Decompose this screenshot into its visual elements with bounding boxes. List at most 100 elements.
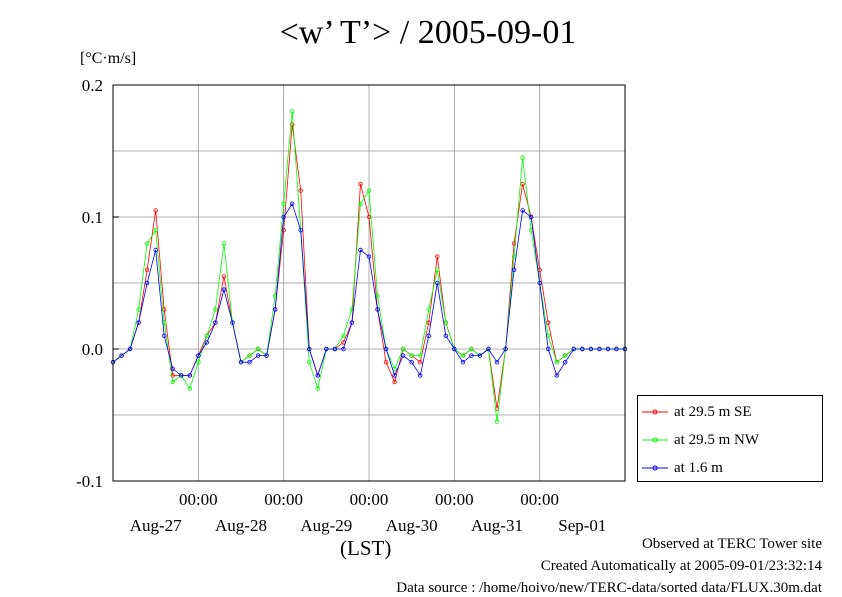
x-date-tick-label: Aug-28 [215,516,267,535]
data-point-series-1 [409,353,414,358]
data-point-series-1 [161,320,167,325]
data-point-series-2 [452,346,457,352]
x-time-tick-label: 00:00 [520,490,559,509]
x-tick-labels: 00:00 00:00 00:00 00:00 00:00 Aug-27 Aug-28 Aug… [130,490,607,535]
x-date-tick-label: Sep-01 [558,516,606,535]
y-tick-label: 0.0 [82,340,103,359]
x-time-tick-label: 00:00 [264,490,303,509]
data-point-series-2 [383,346,389,352]
data-point-series-2 [230,320,235,325]
y-axis-unit-label: [°C·m/s] [80,50,137,67]
data-point-series-2 [161,333,167,338]
y-tick-label: 0.2 [82,76,103,95]
data-point-series-1 [281,201,286,206]
data-point-series-1 [315,386,320,391]
plot-frame [112,84,626,482]
data-point-series-2 [418,373,423,378]
data-point-series-1 [435,267,440,272]
data-point-series-0 [153,208,158,213]
legend-swatch-1-6m [642,462,668,474]
data-point-series-2 [272,307,278,312]
legend-item-nw: at 29.5 m NW [642,430,759,450]
data-point-series-1 [247,353,252,358]
x-time-tick-label: 00:00 [179,490,218,509]
data-point-series-2 [119,353,124,358]
legend-label-1-6m: at 1.6 m [674,459,723,476]
data-point-series-2 [520,208,525,213]
data-point-series-1 [290,109,295,114]
data-point-series-2 [196,353,201,358]
legend-swatch-se [642,406,668,418]
legend-item-se: at 29.5 m SE [642,402,752,422]
data-point-series-2 [221,287,227,292]
footer-source: Data source : /home/hoivo/new/TERC-data/… [396,580,822,596]
legend-label-nw: at 29.5 m NW [674,431,759,448]
data-point-series-0 [435,254,440,259]
x-time-tick-label: 00:00 [350,490,389,509]
data-point-series-1 [255,346,261,352]
legend: at 29.5 m SE at 29.5 m NW at 1.6 m [637,395,823,482]
data-point-series-2 [503,346,508,352]
data-point-series-0 [298,188,303,193]
data-point-series-2 [588,346,594,352]
footer-observed: Observed at TERC Tower site [641,536,822,552]
data-point-series-2 [358,247,363,253]
data-point-series-1 [307,360,312,365]
data-point-series-2 [614,346,619,352]
data-point-series-2 [460,360,466,365]
data-point-series-1 [426,307,431,312]
data-point-series-2 [435,280,440,286]
data-point-series-2 [469,353,474,358]
data-point-series-2 [204,340,210,345]
data-point-series-1 [520,155,525,160]
data-point-series-0 [170,373,175,378]
data-point-series-2 [238,360,244,365]
data-point-series-1 [187,386,192,391]
data-point-series-1 [341,333,346,338]
data-point-series-2 [605,346,611,352]
data-point-series-1 [221,241,227,246]
data-point-series-2 [290,201,295,206]
x-date-tick-label: Aug-31 [471,516,523,535]
x-date-tick-label: Aug-29 [300,516,352,535]
data-point-series-2 [409,360,414,365]
data-point-series-1 [136,307,141,312]
data-point-series-2 [528,214,534,220]
data-point-series-2 [375,307,380,312]
data-point-series-2 [511,267,517,272]
data-point-series-1 [460,353,466,358]
data-point-series-2 [264,353,269,358]
data-point-series-2 [563,360,568,365]
legend-swatch-nw [642,434,668,446]
chart-title: <w’ T’> / 2005-09-01 [279,14,577,51]
data-point-series-2 [281,214,286,220]
data-point-series-1 [170,379,175,385]
data-point-series-0 [290,122,295,127]
data-point-series-2 [213,320,218,325]
data-point-series-2 [179,373,184,378]
data-point-series-2 [136,320,141,325]
data-point-series-2 [349,320,355,325]
data-point-series-2 [477,353,483,358]
data-point-series-1 [469,346,474,352]
y-tick-label: -0.1 [76,472,103,491]
data-point-series-0 [358,181,363,187]
data-point-series-0 [520,181,525,187]
data-point-series-2 [537,280,542,286]
data-point-series-0 [392,379,397,385]
data-point-series-0 [221,274,227,279]
data-point-series-1 [418,353,423,358]
footer-created: Created Automatically at 2005-09-01/23:3… [540,558,822,574]
data-point-series-0 [383,360,389,365]
data-point-series-0 [418,360,423,365]
data-point-series-2 [597,346,602,352]
data-point-series-2 [494,360,500,365]
data-point-series-2 [400,353,406,358]
data-point-series-2 [127,346,133,352]
x-time-tick-label: 00:00 [435,490,474,509]
data-point-series-0 [281,227,286,233]
data-point-series-1 [563,353,568,358]
data-point-series-0 [161,307,167,312]
data-point-series-2 [144,280,150,286]
data-point-series-2 [486,346,491,352]
